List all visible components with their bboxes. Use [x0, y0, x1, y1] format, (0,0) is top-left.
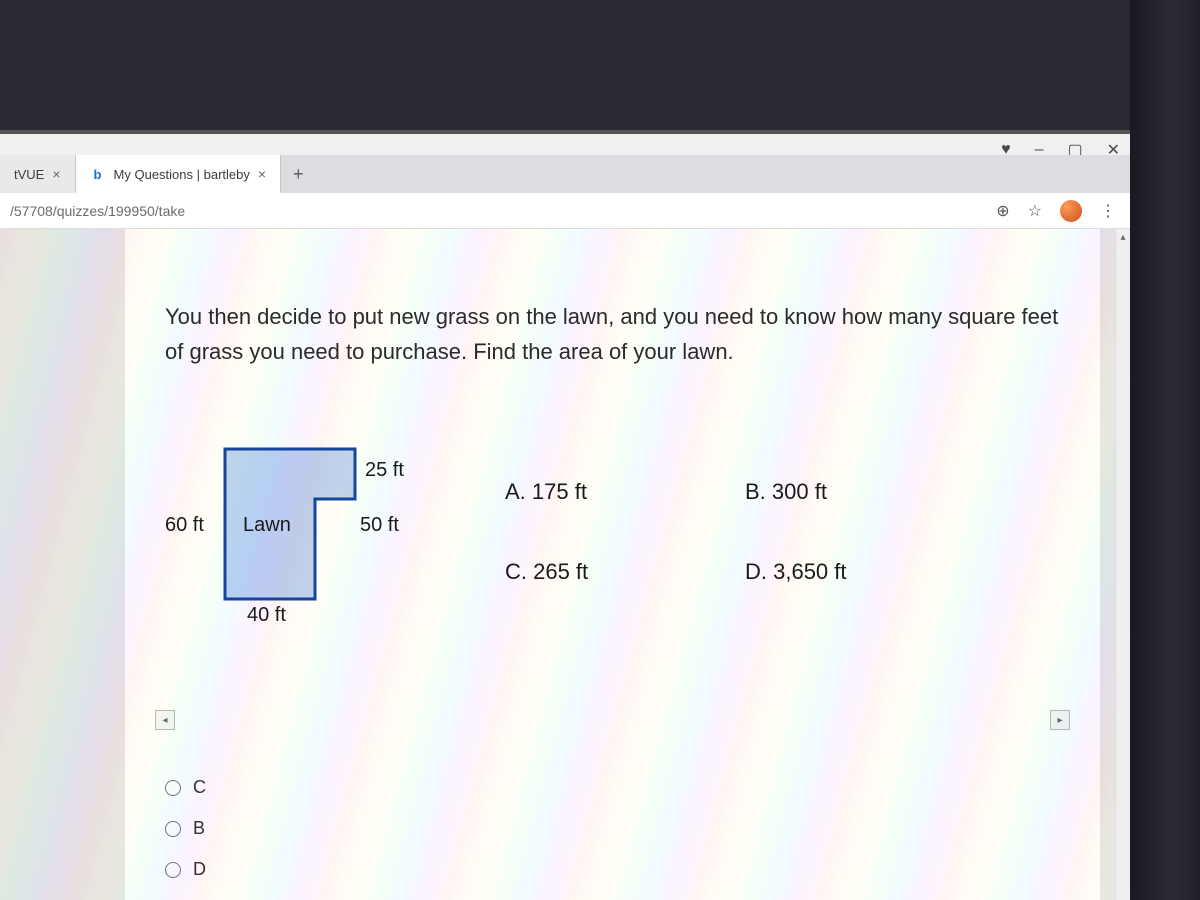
bezel-right [1130, 0, 1200, 900]
option-d-row[interactable]: D [165, 859, 206, 880]
close-icon[interactable]: × [258, 166, 266, 182]
profile-avatar-icon[interactable] [1060, 200, 1082, 222]
label-60ft: 60 ft [165, 514, 204, 537]
label-40ft: 40 ft [247, 604, 286, 627]
radio-b[interactable] [165, 821, 181, 837]
tab-tvue[interactable]: tVUE × [0, 155, 76, 193]
label-lawn: Lawn [243, 514, 291, 537]
close-icon[interactable]: × [52, 166, 60, 182]
figure-row: 60 ft Lawn 50 ft 25 ft 40 ft A. 175 ft B… [165, 439, 1060, 639]
address-icons: ⊕ ☆ ⋮ [996, 200, 1130, 222]
label-50ft: 50 ft [360, 514, 399, 537]
radio-c[interactable] [165, 780, 181, 796]
quiz-panel: You then decide to put new grass on the … [125, 229, 1100, 900]
kebab-menu-icon[interactable]: ⋮ [1100, 201, 1116, 221]
answer-a: A. 175 ft [505, 479, 705, 529]
answer-c: C. 265 ft [505, 559, 705, 609]
scroll-up-icon[interactable]: ▴ [1116, 229, 1130, 245]
tab-title: tVUE [14, 167, 44, 182]
vertical-scrollbar[interactable]: ▴ [1115, 229, 1130, 900]
bookmark-star-icon[interactable]: ☆ [1028, 201, 1042, 221]
zoom-icon[interactable]: ⊕ [996, 201, 1009, 221]
answer-b: B. 300 ft [745, 479, 945, 529]
address-bar: /57708/quizzes/199950/take ⊕ ☆ ⋮ [0, 193, 1130, 229]
tab-bartleby[interactable]: b My Questions | bartleby × [76, 155, 282, 193]
radio-option-list: C B D [165, 777, 206, 880]
tab-bar: tVUE × b My Questions | bartleby × + [0, 155, 1130, 193]
label-25ft: 25 ft [365, 459, 404, 482]
page-viewport: You then decide to put new grass on the … [0, 229, 1115, 900]
horiz-scroll-left-icon[interactable]: ◂ [155, 710, 175, 730]
favicon-bartleby: b [90, 166, 106, 182]
tab-title: My Questions | bartleby [114, 167, 250, 182]
option-c-row[interactable]: C [165, 777, 206, 798]
answer-d: D. 3,650 ft [745, 559, 945, 609]
lawn-diagram: 60 ft Lawn 50 ft 25 ft 40 ft [165, 439, 445, 639]
option-b-label: B [193, 818, 205, 839]
answer-choices: A. 175 ft B. 300 ft C. 265 ft D. 3,650 f… [505, 479, 945, 609]
option-b-row[interactable]: B [165, 818, 206, 839]
option-d-label: D [193, 859, 206, 880]
question-text: You then decide to put new grass on the … [165, 299, 1060, 369]
new-tab-button[interactable]: + [281, 164, 316, 185]
horiz-scroll-right-icon[interactable]: ▸ [1050, 710, 1070, 730]
radio-d[interactable] [165, 862, 181, 878]
option-c-label: C [193, 777, 206, 798]
url-display[interactable]: /57708/quizzes/199950/take [0, 203, 996, 219]
